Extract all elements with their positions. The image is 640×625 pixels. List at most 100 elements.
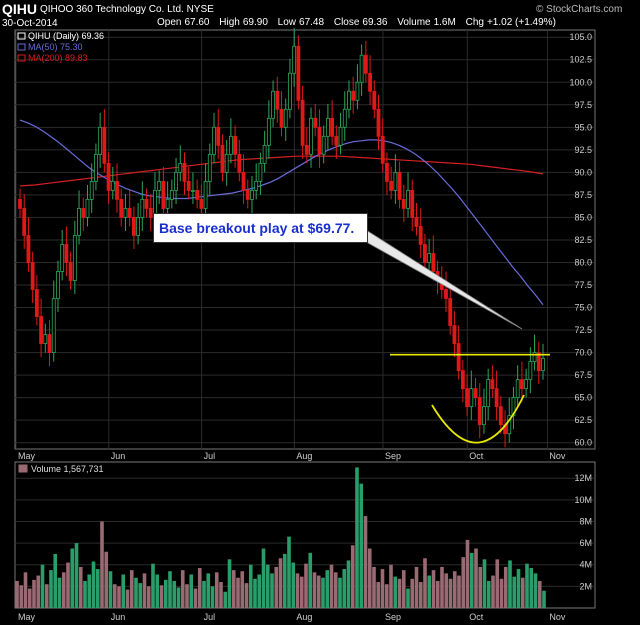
volume-bar <box>66 562 70 608</box>
candle-body <box>140 199 145 218</box>
price-tick-label: 70.0 <box>574 348 592 358</box>
volume-bar <box>19 585 24 608</box>
volume-bar <box>440 566 444 608</box>
volume-bar <box>193 588 198 608</box>
volume-bar <box>325 570 330 608</box>
candle-body <box>250 189 254 200</box>
volume-bar <box>461 557 466 608</box>
volume-bar <box>121 574 126 608</box>
month-label: May <box>18 451 36 461</box>
volume-legend-label: Volume 1,567,731 <box>31 464 104 474</box>
volume-bar <box>87 574 92 608</box>
volume-bar <box>529 567 534 608</box>
volume-bar <box>495 559 500 608</box>
volume-bar <box>329 564 334 608</box>
candle-body <box>406 189 410 209</box>
volume-bar <box>74 543 79 608</box>
high-value: 69.90 <box>242 17 268 28</box>
volume-bar <box>287 536 291 608</box>
volume-bar <box>227 559 232 608</box>
volume-bar <box>508 560 512 608</box>
volume-bar <box>253 578 257 608</box>
candle-body <box>541 357 545 372</box>
candle-body <box>418 226 423 245</box>
candle-body <box>385 162 389 182</box>
price-tick-label: 85.0 <box>574 212 592 222</box>
candle-body <box>186 180 191 191</box>
legend-entry: MA(200) 89.83 <box>28 53 88 63</box>
volume-bar <box>176 587 181 608</box>
candle-body <box>465 388 469 408</box>
candle-body <box>444 289 448 299</box>
candle-body <box>456 343 461 372</box>
candle-body <box>275 90 280 110</box>
price-tick-label: 92.5 <box>574 145 592 155</box>
candle-body <box>77 208 81 236</box>
candle-body <box>47 334 52 353</box>
volume-bar <box>295 573 300 608</box>
chg-label: Chg <box>465 17 484 28</box>
price-tick-label: 82.5 <box>574 235 592 245</box>
candle-body <box>241 171 246 191</box>
candle-body <box>56 271 60 299</box>
candle-body <box>81 208 86 218</box>
candle-body <box>288 72 292 110</box>
candle-body <box>347 90 351 110</box>
candle-body <box>174 171 178 191</box>
candle-body <box>178 162 183 173</box>
volume-tick-label: 12M <box>574 473 592 483</box>
candle-body <box>131 217 136 236</box>
volume-bar <box>393 576 398 608</box>
chart-date: 30-Oct-2014 <box>2 18 58 29</box>
candle-body <box>34 289 39 317</box>
candle-body <box>515 379 520 399</box>
candle-body <box>169 189 174 200</box>
candle-body <box>321 135 326 155</box>
candle-body <box>39 316 43 344</box>
candle-body <box>85 199 90 218</box>
volume-bar <box>308 552 313 608</box>
volume-bar <box>465 539 470 608</box>
price-tick-label: 80.0 <box>574 257 592 267</box>
candle-body <box>309 117 313 155</box>
candle-body <box>191 189 195 192</box>
candle-body <box>460 370 465 390</box>
candle-body <box>300 99 305 146</box>
volume-bar <box>389 564 393 608</box>
volume-bar <box>274 566 279 608</box>
volume-bar <box>503 566 508 608</box>
candle-body <box>380 135 385 164</box>
volume-bar <box>172 580 177 608</box>
volume-bar <box>197 567 202 608</box>
month-label: Aug <box>296 612 312 622</box>
volume-bar <box>206 573 211 608</box>
volume-bar <box>312 572 317 608</box>
volume-bar <box>397 578 402 608</box>
candle-body <box>26 235 31 263</box>
price-tick-label: 62.5 <box>574 415 592 425</box>
volume-bar <box>418 582 423 608</box>
volume-bar <box>61 572 66 608</box>
candle-body <box>195 189 200 200</box>
volume-bar <box>542 590 546 608</box>
candle-body <box>330 117 335 137</box>
candle-body <box>102 126 107 164</box>
price-tick-label: 72.5 <box>574 325 592 335</box>
candle-body <box>313 117 318 128</box>
candle-body <box>237 153 242 173</box>
month-label: Jul <box>204 451 216 461</box>
price-tick-label: 102.5 <box>569 55 592 65</box>
candle-body <box>220 144 225 173</box>
month-label: Jun <box>111 451 126 461</box>
chg-value: +1.02 (+1.49%) <box>486 17 556 28</box>
month-label: Nov <box>549 451 566 461</box>
month-label: May <box>18 612 36 622</box>
volume-bar <box>104 551 109 608</box>
volume-bar <box>49 570 53 608</box>
volume-bar <box>261 548 266 608</box>
volume-bar <box>214 572 219 608</box>
candle-body <box>233 135 238 155</box>
candle-body <box>401 199 406 209</box>
volume-bar <box>350 545 355 608</box>
volume-bar <box>40 564 45 608</box>
